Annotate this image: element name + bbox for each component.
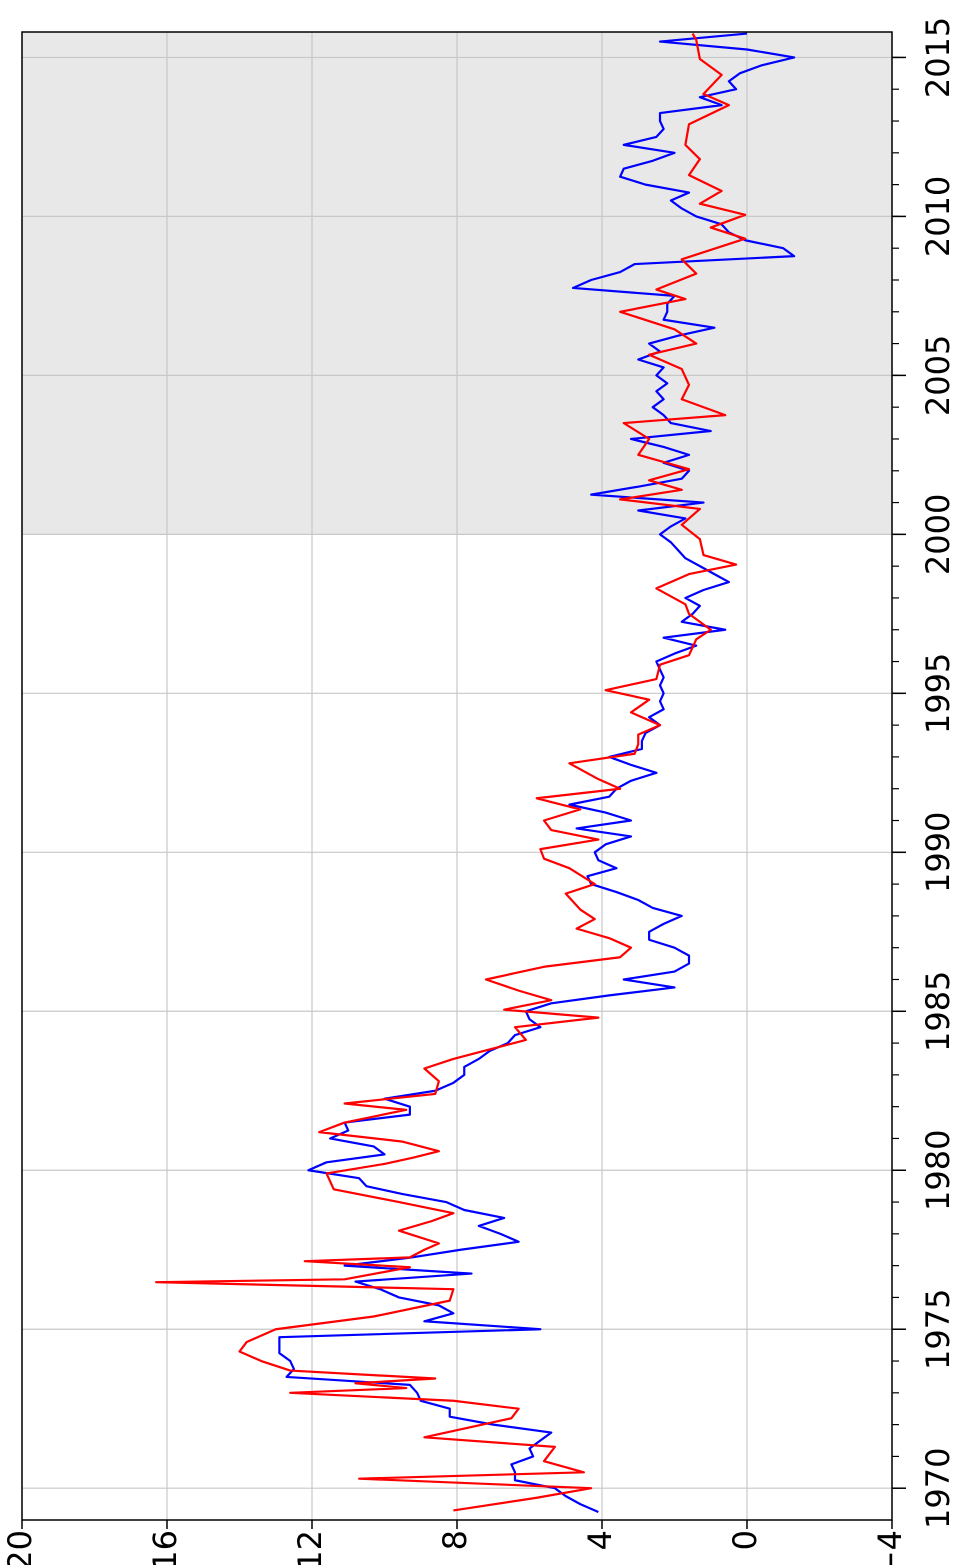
y-tick-label: 4 [581,1530,619,1550]
x-tick-label: 1980 [919,1130,957,1211]
x-tick-label: 2000 [919,494,957,575]
y-tick-label: 16 [146,1530,184,1565]
rotated-chart: 1970 1975 1980 1985 1990 1995 2000 2005 2010 2015… [1,17,957,1565]
x-tick-label: 1995 [919,653,957,734]
x-tick-label: 2005 [919,335,957,416]
series-line [155,33,747,1512]
plot-frame [21,31,893,1521]
y-tick-label: 20 [1,1530,39,1565]
y-tick-label: 8 [436,1530,474,1550]
y-tick-label: 0 [726,1530,764,1550]
series-line [278,32,796,1514]
x-tick-label: 1970 [919,1447,957,1528]
x-tick-label: 2015 [919,17,957,98]
y-tick-label: −4 [871,1530,909,1565]
x-tick-label: 1985 [919,971,957,1052]
y-tick-label: 12 [291,1530,329,1565]
x-tick-label: 2010 [919,176,957,257]
x-tick-label: 1990 [919,812,957,893]
x-tick-label: 1975 [919,1289,957,1370]
